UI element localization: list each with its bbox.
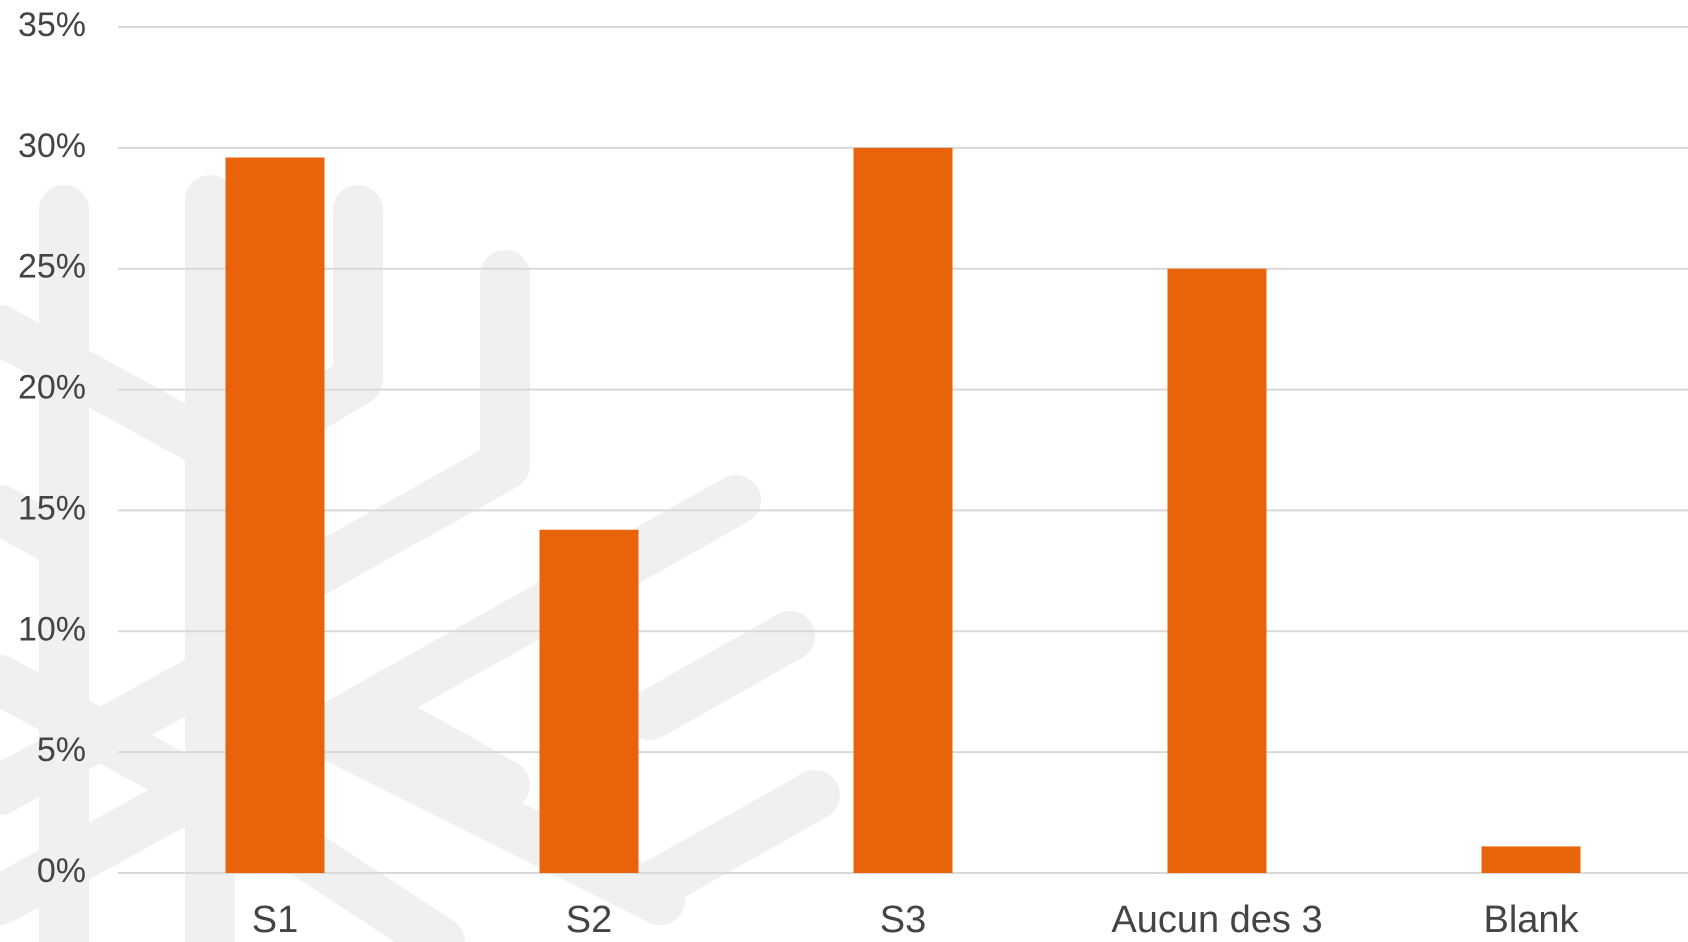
- y-tick-label: 25%: [18, 248, 86, 286]
- x-tick-label: S1: [252, 899, 298, 941]
- x-tick-label: Aucun des 3: [1111, 899, 1322, 941]
- y-tick-label: 30%: [18, 127, 86, 165]
- x-tick-label: S3: [880, 899, 926, 941]
- y-tick-label: 20%: [18, 369, 86, 407]
- y-tick-label: 15%: [18, 489, 86, 527]
- y-tick-label: 0%: [37, 852, 86, 890]
- x-tick-label: S2: [566, 899, 612, 941]
- bar: [225, 157, 325, 874]
- y-tick-label: 10%: [18, 610, 86, 648]
- bar: [1167, 268, 1267, 873]
- y-tick-label: 5%: [37, 731, 86, 769]
- y-tick-label: 35%: [18, 6, 86, 44]
- background-decoration: [0, 175, 840, 942]
- bar: [853, 147, 953, 873]
- bar: [539, 529, 639, 873]
- x-tick-label: Blank: [1483, 899, 1579, 941]
- bar: [1481, 846, 1581, 873]
